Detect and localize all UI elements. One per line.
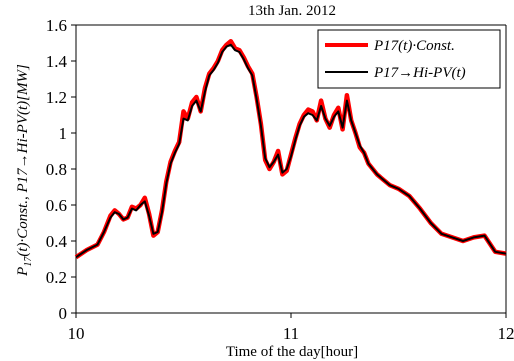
y-axis-title-rest: (t)·Const., P17→Hi-PV(t)[MW]: [15, 64, 31, 257]
y-axis-title: P17(t)·Const., P17→Hi-PV(t)[MW]: [15, 64, 34, 277]
x-tick-label: 12: [498, 324, 514, 343]
y-axis-title-p: P: [15, 267, 31, 277]
y-tick-label: 0.4: [46, 232, 68, 251]
y-tick-label: 1.6: [46, 16, 67, 35]
y-tick-label: 1.4: [46, 52, 68, 71]
x-ticks: 10 11 12: [68, 313, 514, 343]
y-tick-label: 1.2: [46, 88, 67, 107]
y-tick-label: 1: [59, 124, 68, 143]
series-line-1: [75, 43, 507, 259]
y-tick-label: 0.6: [46, 196, 67, 215]
legend-label-0: P17(t)·Const.: [373, 38, 455, 54]
y-tick-label: 0: [59, 304, 68, 323]
chart-title: 13th Jan. 2012: [248, 3, 336, 19]
x-tick-label: 10: [68, 324, 85, 343]
y-tick-label: 0.2: [46, 268, 67, 287]
y-ticks: 0 0.2 0.4 0.6 0.8 1 1.2 1.4 1.6: [46, 16, 76, 323]
legend: P17(t)·Const. P17→Hi-PV(t): [317, 29, 501, 89]
legend-box: [317, 29, 501, 89]
x-tick-label: 11: [283, 324, 299, 343]
y-tick-label: 0.8: [46, 160, 67, 179]
legend-label-1: P17→Hi-PV(t): [373, 65, 466, 81]
x-axis-title: Time of the day[hour]: [226, 344, 358, 360]
series-layer: [74, 38, 507, 260]
y-axis-title-sub: 17: [23, 256, 34, 267]
